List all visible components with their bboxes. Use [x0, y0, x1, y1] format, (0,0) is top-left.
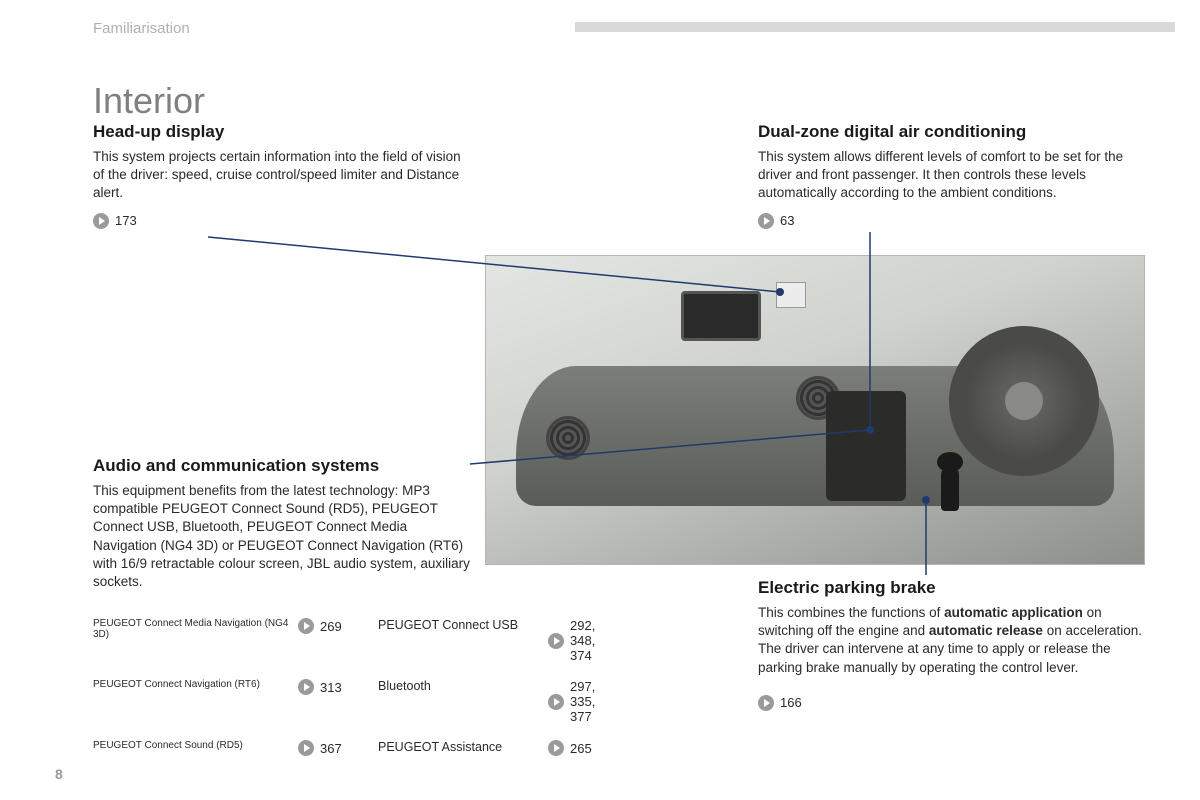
breadcrumb: Familiarisation	[93, 20, 190, 37]
hud-ref-value: 173	[115, 213, 137, 228]
section-audio: Audio and communication systems This equ…	[93, 456, 473, 605]
interior-photo	[485, 255, 1145, 565]
ref-icon	[758, 213, 774, 229]
section-ac: Dual-zone digital air conditioning This …	[758, 122, 1138, 230]
header-divider	[575, 22, 1175, 32]
hud-body: This system projects certain information…	[93, 148, 463, 203]
table-row: PEUGEOT Connect Media Navigation (NG4 3D…	[93, 618, 738, 663]
ref-icon	[298, 679, 314, 695]
hud-page-ref: 173	[93, 213, 137, 229]
brake-page-ref: 166	[758, 695, 802, 711]
table-row: PEUGEOT Connect Sound (RD5)367PEUGEOT As…	[93, 740, 738, 756]
brake-text: The driver can intervene at any time to …	[758, 641, 1111, 674]
page-number: 8	[55, 766, 63, 782]
brake-bold: automatic release	[929, 623, 1043, 638]
brake-title: Electric parking brake	[758, 578, 1158, 598]
audio-item-ref: 367	[298, 740, 378, 756]
audio-body: This equipment benefits from the latest …	[93, 482, 473, 591]
ref-icon	[548, 740, 564, 756]
ref-icon	[298, 618, 314, 634]
audio-item-ref: 265	[548, 740, 638, 756]
ref-icon	[548, 633, 564, 649]
ref-icon	[548, 694, 564, 710]
audio-item-ref: 269	[298, 618, 378, 634]
ref-icon	[93, 213, 109, 229]
audio-title: Audio and communication systems	[93, 456, 473, 476]
page-title: Interior	[93, 80, 205, 122]
nav-screen	[681, 291, 761, 341]
audio-item-ref: 297, 335, 377	[548, 679, 638, 724]
audio-ref-table: PEUGEOT Connect Media Navigation (NG4 3D…	[93, 618, 738, 772]
gear-lever	[941, 466, 959, 511]
ref-icon	[298, 740, 314, 756]
brake-body: This combines the functions of automatic…	[758, 604, 1158, 677]
brake-text: on acceleration.	[1043, 623, 1142, 638]
hud-projector	[776, 282, 806, 308]
section-brake: Electric parking brake This combines the…	[758, 578, 1158, 712]
steering-wheel	[949, 326, 1099, 476]
audio-item-ref: 292, 348, 374	[548, 618, 638, 663]
audio-item-label: PEUGEOT Connect USB	[378, 618, 548, 632]
ac-body: This system allows different levels of c…	[758, 148, 1138, 203]
brake-bold: automatic application	[944, 605, 1083, 620]
audio-item-label: Bluetooth	[378, 679, 548, 693]
ac-page-ref: 63	[758, 213, 794, 229]
brake-text: This combines the functions of	[758, 605, 944, 620]
air-vent-icon	[546, 416, 590, 460]
hud-title: Head-up display	[93, 122, 463, 142]
ac-ref-value: 63	[780, 213, 794, 228]
audio-item-ref: 313	[298, 679, 378, 695]
audio-item-label: PEUGEOT Connect Media Navigation (NG4 3D…	[93, 618, 298, 640]
audio-item-label: PEUGEOT Connect Navigation (RT6)	[93, 679, 298, 690]
brake-ref-value: 166	[780, 695, 802, 710]
audio-item-label: PEUGEOT Assistance	[378, 740, 548, 754]
section-hud: Head-up display This system projects cer…	[93, 122, 463, 230]
audio-item-label: PEUGEOT Connect Sound (RD5)	[93, 740, 298, 751]
ac-title: Dual-zone digital air conditioning	[758, 122, 1138, 142]
table-row: PEUGEOT Connect Navigation (RT6)313Bluet…	[93, 679, 738, 724]
ref-icon	[758, 695, 774, 711]
centre-console	[826, 391, 906, 501]
